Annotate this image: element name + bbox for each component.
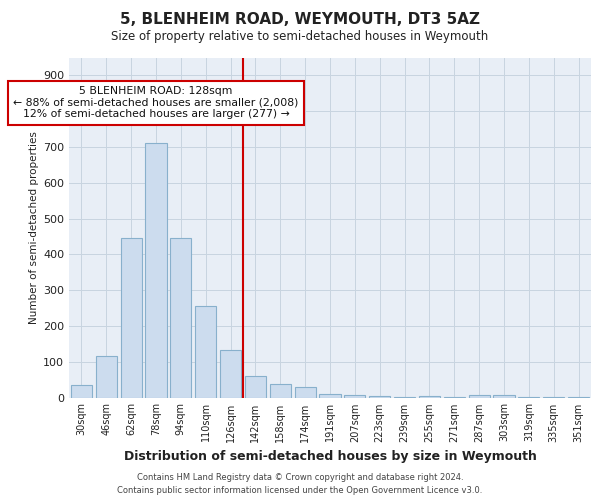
Text: 5 BLENHEIM ROAD: 128sqm
← 88% of semi-detached houses are smaller (2,008)
12% of: 5 BLENHEIM ROAD: 128sqm ← 88% of semi-de… [13, 86, 299, 120]
Bar [493, 395, 515, 398]
Bar [518, 397, 539, 398]
Text: Size of property relative to semi-detached houses in Weymouth: Size of property relative to semi-detach… [112, 30, 488, 43]
Y-axis label: Number of semi-detached properties: Number of semi-detached properties [29, 131, 39, 324]
Bar [96, 356, 117, 398]
Bar [394, 397, 415, 398]
Bar [469, 394, 490, 398]
Bar [568, 397, 589, 398]
Bar [170, 238, 191, 398]
Bar [295, 387, 316, 398]
X-axis label: Distribution of semi-detached houses by size in Weymouth: Distribution of semi-detached houses by … [124, 450, 536, 463]
Bar [344, 395, 365, 398]
Text: 5, BLENHEIM ROAD, WEYMOUTH, DT3 5AZ: 5, BLENHEIM ROAD, WEYMOUTH, DT3 5AZ [120, 12, 480, 28]
Bar [369, 396, 390, 398]
Bar [220, 350, 241, 398]
Bar [145, 144, 167, 398]
Bar [245, 376, 266, 398]
Bar [319, 394, 341, 398]
Text: Contains HM Land Registry data © Crown copyright and database right 2024.
Contai: Contains HM Land Registry data © Crown c… [118, 474, 482, 495]
Bar [71, 385, 92, 398]
Bar [121, 238, 142, 398]
Bar [270, 384, 291, 398]
Bar [195, 306, 216, 398]
Bar [419, 396, 440, 398]
Bar [543, 397, 564, 398]
